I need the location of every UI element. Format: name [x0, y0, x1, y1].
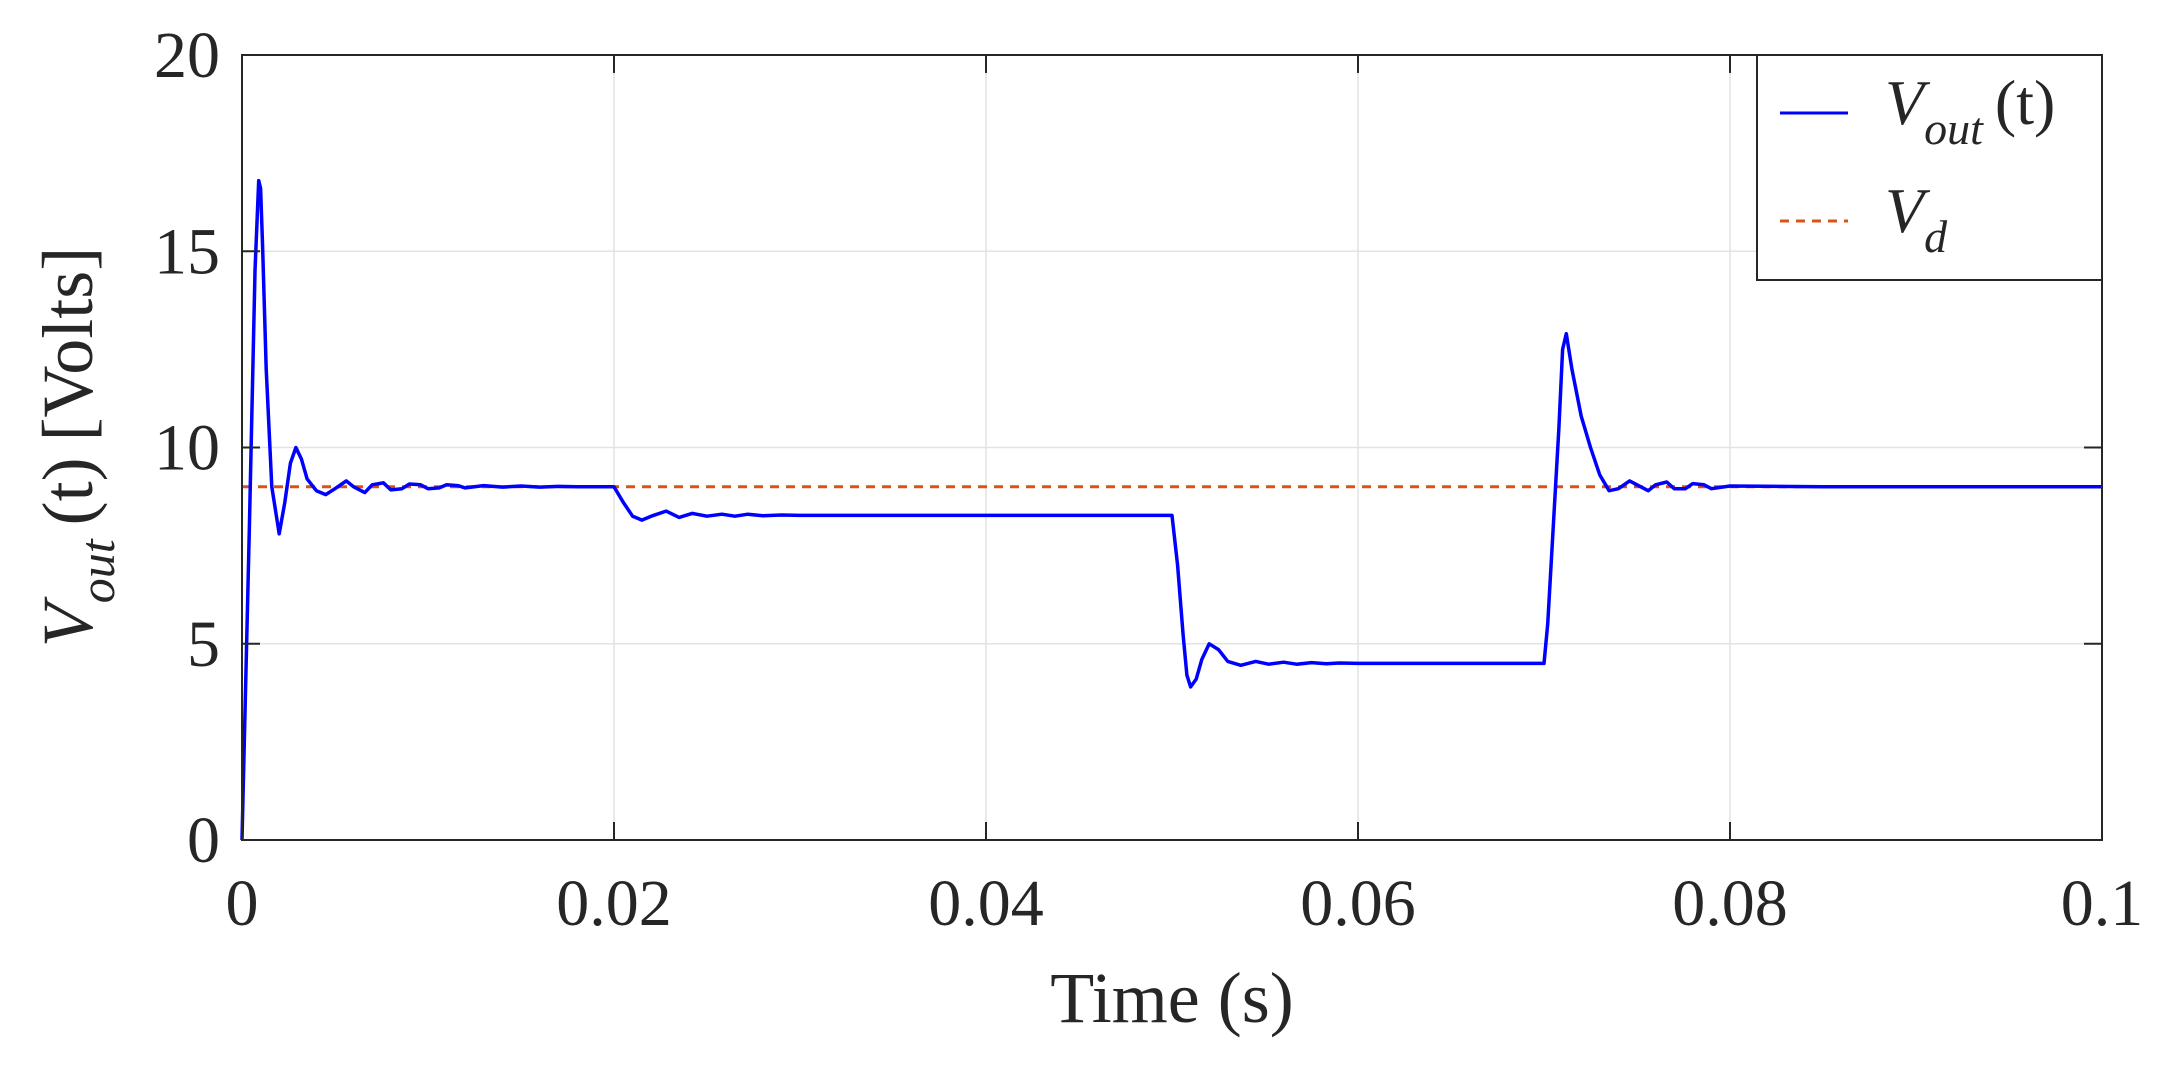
x-tick-label: 0.06: [1300, 867, 1416, 940]
x-axis-title: Time (s): [1050, 958, 1293, 1038]
y-axis-title-unit: [Volts]: [28, 247, 108, 442]
y-axis-title-symbol: V: [28, 596, 108, 647]
series-layer: [240, 178, 2102, 841]
y-tick-label: 20: [154, 19, 220, 92]
x-tick-label: 0.02: [556, 867, 672, 940]
x-tick-label: 0.04: [928, 867, 1044, 940]
y-tick-label: 10: [154, 412, 220, 485]
svg-text:Vout(t)[Volts]: Vout (t) [Volts]: [28, 247, 125, 648]
y-axis-title-subscript: out: [69, 538, 125, 603]
series-line-vout: [240, 178, 2102, 841]
x-tick-label: 0.08: [1672, 867, 1788, 940]
x-tick-label: 0: [226, 867, 259, 940]
y-axis-title: Vout (t) [Volts]: [28, 247, 125, 648]
y-tick-label: 0: [187, 804, 220, 877]
legend: Vout (t) Vd: [1756, 54, 2103, 281]
y-axis-title-argument: (t): [28, 457, 108, 525]
y-tick-label: 15: [154, 215, 220, 288]
y-tick-labels: 0 5 10 15 20: [154, 19, 220, 877]
y-tick-label: 5: [187, 608, 220, 681]
legend-label-vd: Vd: [1885, 175, 1948, 262]
legend-label-vout: Vout (t): [1885, 67, 2055, 154]
x-tick-labels: 0 0.02 0.04 0.06 0.08 0.1: [226, 867, 2144, 940]
x-tick-label: 0.1: [2061, 867, 2144, 940]
legend-box: [1756, 54, 2103, 281]
